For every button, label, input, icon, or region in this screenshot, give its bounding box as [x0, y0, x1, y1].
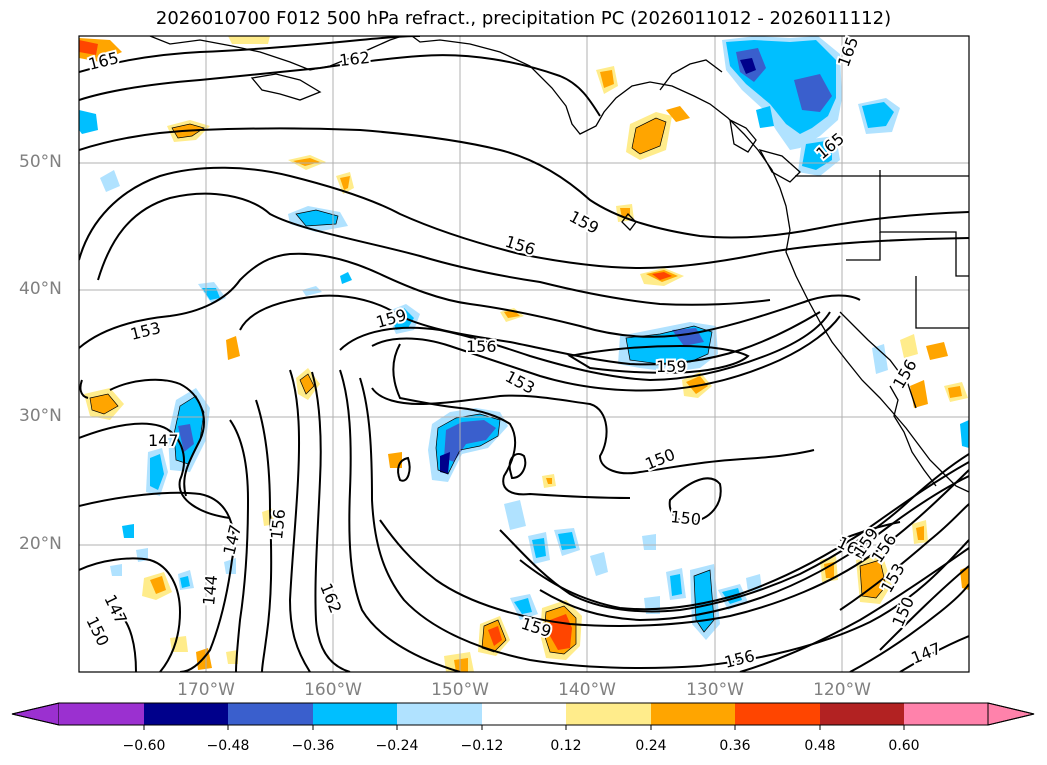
colorbar-tick-label: −0.12 [460, 738, 504, 754]
colorbar-tick-label: 0.12 [550, 738, 582, 754]
colorbar-tick-label: −0.36 [291, 738, 335, 754]
lat-label: 50°N [19, 152, 62, 172]
lon-label: 130°W [686, 680, 744, 700]
contour-lines [79, 36, 969, 672]
lon-label: 140°W [558, 680, 616, 700]
colorbar-tick-label: −0.60 [122, 738, 166, 754]
contour-label: 156 [466, 337, 497, 356]
precip-outlines [89, 117, 887, 655]
contour-label: 156 [267, 508, 289, 540]
contour-label: 144 [199, 574, 221, 606]
colorbar-tick-label: −0.48 [206, 738, 250, 754]
contour-label: 150 [670, 507, 702, 529]
map-title: 2026010700 F012 500 hPa refract., precip… [155, 8, 892, 29]
colorbar-tick-label: 0.36 [719, 738, 751, 754]
colorbar-tick-label: −0.24 [375, 738, 419, 754]
contour-label: 159 [656, 357, 687, 376]
lon-label: 170°W [177, 680, 235, 700]
map-frame [78, 35, 970, 673]
lon-label: 120°W [813, 680, 871, 700]
lat-label: 30°N [19, 406, 62, 426]
colorbar [11, 702, 1035, 730]
lat-label: 20°N [19, 534, 62, 554]
colorbar-tick-label: 0.24 [635, 738, 667, 754]
lon-label: 160°W [304, 680, 362, 700]
colorbar-tick-label: 0.48 [804, 738, 836, 754]
contour-label: 147 [148, 431, 179, 450]
lat-label: 40°N [19, 279, 62, 299]
lon-label: 150°W [431, 680, 489, 700]
precip-shading [79, 36, 969, 672]
colorbar-tick-label: 0.60 [888, 738, 920, 754]
contour-label: 162 [338, 48, 370, 70]
